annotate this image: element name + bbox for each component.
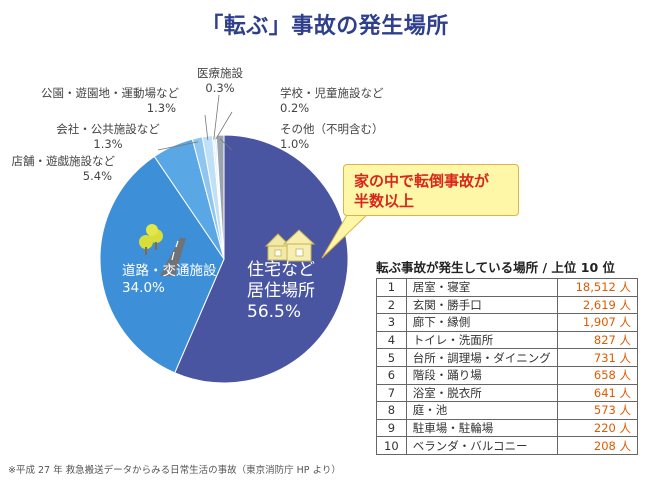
road-label: 道路・交通施設	[122, 263, 217, 279]
count-cell: 573 人	[556, 401, 639, 420]
slice-road	[99, 155, 225, 374]
shops-value: 5.4%	[82, 169, 112, 183]
table-row: 1 居室・寝室 18,512 人	[376, 278, 639, 297]
rank-cell: 5	[376, 348, 407, 367]
rank-cell: 9	[376, 418, 407, 438]
place-cell: 居室・寝室	[405, 278, 558, 297]
rank-cell: 2	[376, 295, 407, 315]
other-value: 1.0%	[280, 137, 310, 151]
school-label: 学校・児童施設など	[280, 86, 384, 100]
school-value: 0.2%	[280, 101, 310, 115]
house-icon	[264, 229, 316, 262]
road-icon	[139, 224, 186, 276]
leader-company	[157, 141, 199, 151]
housing-value: 56.5%	[247, 302, 302, 322]
table-row: 4 トイレ・洗面所 827 人	[376, 330, 639, 350]
leader-park	[204, 114, 209, 141]
slice-housing	[174, 134, 349, 384]
count-cell: 220 人	[556, 418, 639, 438]
shops-label: 店舗・遊戯施設など	[11, 154, 116, 168]
place-cell: 廊下・縁側	[405, 313, 558, 332]
place-cell: 台所・調理場・ダイニング	[405, 348, 558, 367]
label-park: 公園・遊園地・運動場など 1.3%	[41, 86, 179, 116]
count-cell: 1,907 人	[556, 313, 639, 332]
place-cell: 玄関・勝手口	[405, 295, 558, 315]
place-cell: 浴室・脱衣所	[405, 383, 558, 403]
chart-title: 「転ぶ」事故の発生場所	[201, 14, 449, 39]
park-label: 公園・遊園地・運動場など	[41, 86, 179, 100]
medical-value: 0.3%	[205, 81, 235, 95]
place-cell: 庭・池	[405, 401, 558, 420]
other-label: その他（不明含む）	[280, 122, 384, 136]
leader-medical	[213, 94, 220, 140]
ranking-table: 1 居室・寝室 18,512 人 2 玄関・勝手口 2,619 人 3 廊下・縁側 1,907 …	[376, 278, 639, 455]
callout-line1: 家の中で転倒事故が	[354, 172, 490, 190]
place-cell: ベランダ・バルコニー	[405, 436, 558, 455]
table-row: 8 庭・池 573 人	[376, 401, 639, 420]
rank-cell: 6	[376, 365, 407, 385]
medical-label: 医療施設	[197, 66, 243, 80]
callout-box: 家の中で転倒事故が 半数以上	[343, 164, 519, 216]
park-value: 1.3%	[146, 101, 176, 115]
count-cell: 658 人	[556, 365, 639, 385]
table-title: 転ぶ事故が発生している場所 / 上位 10 位	[376, 260, 615, 275]
callout-line2: 半数以上	[354, 192, 415, 210]
company-value: 1.3%	[93, 137, 123, 151]
table-row: 5 台所・調理場・ダイニング 731 人	[376, 348, 639, 367]
place-cell: 駐車場・駐輪場	[405, 418, 558, 438]
rank-cell: 10	[376, 436, 407, 455]
place-cell: トイレ・洗面所	[405, 330, 558, 350]
slice-other	[215, 134, 225, 260]
table-row: 3 廊下・縁側 1,907 人	[376, 313, 639, 332]
slice-label-road: 道路・交通施設 34.0%	[122, 263, 217, 297]
leader-school	[215, 111, 233, 140]
label-other: その他（不明含む） 1.0%	[280, 122, 384, 152]
count-cell: 827 人	[556, 330, 639, 350]
rank-cell: 1	[376, 278, 407, 297]
housing-label-line1: 住宅など	[247, 260, 315, 280]
table-row: 7 浴室・脱衣所 641 人	[376, 383, 639, 403]
label-company: 会社・公共施設など 1.3%	[38, 122, 178, 152]
count-cell: 641 人	[556, 383, 639, 403]
table-row: 6 階段・踊り場 658 人	[376, 365, 639, 385]
count-cell: 2,619 人	[556, 295, 639, 315]
count-cell: 208 人	[556, 436, 639, 455]
leader-other	[219, 138, 233, 151]
road-value: 34.0%	[122, 280, 165, 296]
label-medical: 医療施設 0.3%	[180, 66, 260, 96]
count-cell: 731 人	[556, 348, 639, 367]
housing-label-line2: 居住場所	[247, 281, 315, 301]
source-note: ※平成 27 年 救急搬送データからみる日常生活の事故（東京消防庁 HP より）	[8, 465, 341, 476]
rank-cell: 7	[376, 383, 407, 403]
label-shops: 店舗・遊戯施設など 5.4%	[12, 154, 116, 184]
place-cell: 階段・踊り場	[405, 365, 558, 385]
rank-cell: 8	[376, 401, 407, 420]
table-row: 9 駐車場・駐輪場 220 人	[376, 418, 639, 438]
count-cell: 18,512 人	[556, 278, 639, 297]
rank-cell: 4	[376, 330, 407, 350]
company-label: 会社・公共施設など	[56, 122, 160, 136]
table-row: 10 ベランダ・バルコニー 208 人	[376, 436, 639, 455]
label-school: 学校・児童施設など 0.2%	[280, 86, 384, 116]
table-row: 2 玄関・勝手口 2,619 人	[376, 295, 639, 315]
slice-label-housing: 住宅など 居住場所 56.5%	[247, 260, 315, 323]
rank-cell: 3	[376, 313, 407, 332]
